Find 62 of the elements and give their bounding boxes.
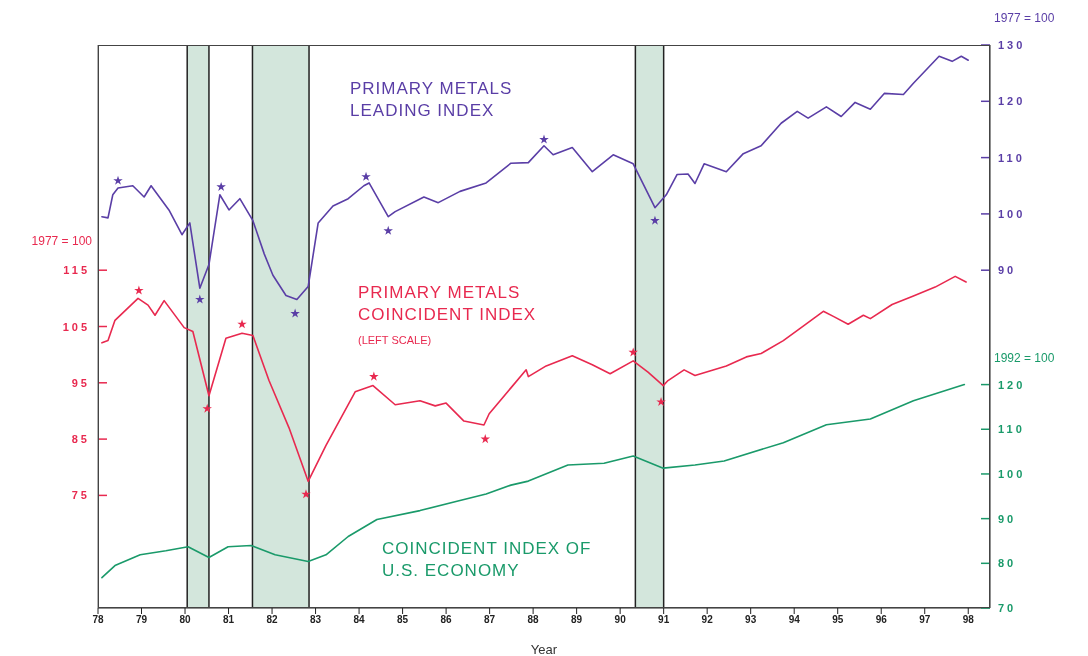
text: PRIMARY METALS LEADING INDEX [350, 78, 513, 122]
x-tick-label: 82 [266, 614, 279, 626]
point [301, 489, 311, 499]
y2-tick-label: 110 [998, 151, 1025, 164]
x-tick-label: 87 [484, 614, 496, 626]
x-tick-label: 84 [353, 614, 366, 626]
y2-tick-label: 100 [998, 207, 1026, 220]
y-tick-label: 85 [71, 433, 90, 446]
x-tick-label: 81 [222, 614, 235, 626]
x-tick-label: 85 [397, 614, 409, 626]
point [216, 181, 226, 191]
annotation: (LEFT SCALE) [358, 334, 432, 346]
point [539, 134, 549, 144]
x-tick-label: 95 [832, 614, 844, 626]
y-tick-label: 105 [62, 320, 90, 333]
line-series [101, 383, 966, 579]
x-tick-label: 78 [92, 614, 104, 626]
y-tick-label: 75 [71, 489, 90, 502]
x-tick-label: 86 [440, 614, 453, 626]
x-tick-label: 98 [962, 614, 975, 626]
y3-tick-label: 100 [998, 467, 1026, 480]
point [195, 294, 205, 304]
x-axis-title: Year [530, 642, 558, 656]
y2-tick-label: 120 [998, 95, 1026, 108]
point [113, 175, 123, 185]
point [361, 171, 371, 181]
y3-tick-label: 110 [998, 423, 1025, 436]
x-tick-label: 89 [571, 614, 583, 626]
x-tick-label: 92 [701, 614, 714, 626]
line-series [101, 275, 967, 483]
point [134, 285, 144, 295]
x-tick-label: 93 [745, 614, 757, 626]
y2-axis-title: 1977 = 100 [994, 11, 1055, 25]
point [650, 215, 660, 225]
y3-axis-title: 1992 = 100 [994, 350, 1055, 365]
y3-tick-label: 90 [998, 512, 1017, 525]
x-tick-label: 90 [614, 614, 627, 626]
y3-tick-label: 70 [998, 602, 1017, 614]
series-label: COINCIDENT INDEX OF U.S. ECONOMY [382, 538, 592, 582]
x-tick-label: 97 [919, 614, 931, 626]
x-tick-label: 96 [875, 614, 888, 626]
point [369, 371, 379, 381]
x-tick-label: 83 [310, 614, 322, 626]
point [656, 396, 666, 406]
y3-tick-label: 120 [998, 378, 1026, 391]
y-tick-label: 95 [71, 376, 90, 389]
y-axis-title: 1977 = 100 [31, 234, 92, 249]
line-series [101, 55, 970, 301]
x-tick-label: 79 [135, 614, 148, 626]
x-tick-label: 80 [179, 614, 192, 626]
text: PRIMARY METALS COINCIDENT INDEX [358, 282, 537, 326]
y-tick-label: 115 [63, 264, 90, 277]
x-tick-label: 94 [788, 614, 801, 626]
x-tick-label: 91 [658, 614, 670, 626]
x-tick-label: 88 [527, 614, 540, 626]
y2-tick-label: 90 [998, 264, 1017, 277]
y3-tick-label: 80 [998, 557, 1017, 570]
point [290, 308, 300, 318]
point [383, 225, 393, 235]
point [202, 403, 212, 413]
point [628, 347, 638, 357]
y2-tick-label: 130 [998, 39, 1026, 51]
